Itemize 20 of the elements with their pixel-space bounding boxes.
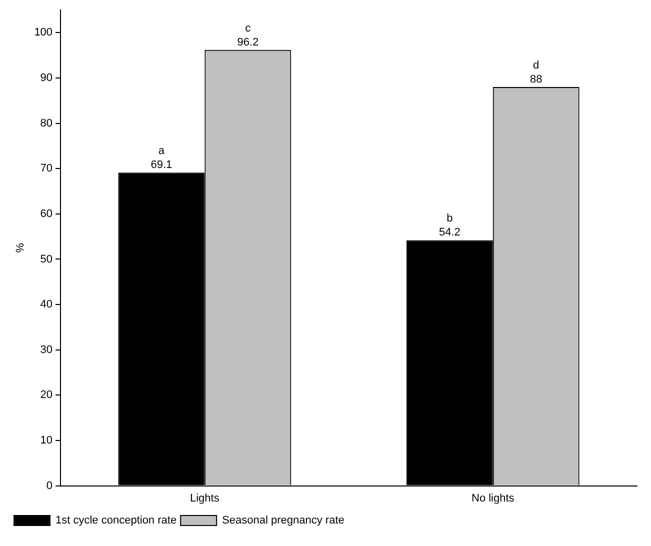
y-tick-label: 40 <box>40 298 53 311</box>
legend-label: Seasonal pregnancy rate <box>222 514 344 527</box>
x-tick-label: Lights <box>190 492 220 504</box>
y-tick-label: 0 <box>46 480 53 492</box>
y-tick-label: 20 <box>40 389 53 402</box>
y-tick-label: 90 <box>40 72 53 84</box>
legend-label: 1st cycle conception rate <box>56 514 177 527</box>
y-tick-label: 30 <box>40 344 53 356</box>
y-tick-label: 50 <box>40 253 53 266</box>
data-label: b 54.2 <box>438 212 460 239</box>
y-tick-label: 100 <box>34 26 53 39</box>
y-tick-label: 10 <box>40 434 53 447</box>
y-axis-title: % <box>14 242 27 253</box>
x-tick-label: No lights <box>471 492 515 504</box>
y-tick-label: 60 <box>40 208 53 220</box>
data-label: a 69.1 <box>150 145 172 172</box>
y-tick-label: 80 <box>40 117 53 130</box>
y-tick-label: 70 <box>40 162 53 175</box>
data-label: c 96.2 <box>237 22 259 48</box>
data-label: d 88 <box>530 60 542 86</box>
